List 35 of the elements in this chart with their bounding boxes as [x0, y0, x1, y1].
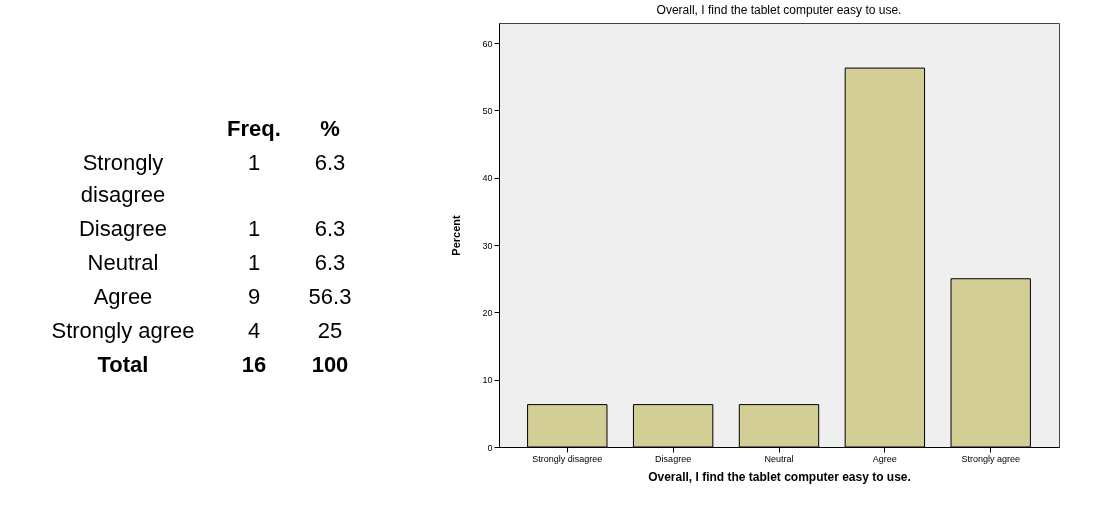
- y-tick-label: 30: [482, 240, 493, 251]
- text: Freq.: [226, 115, 282, 143]
- y-axis-title: Percent: [450, 214, 463, 256]
- x-axis-title: Overall, I find the tablet computer easy to use.: [648, 469, 911, 484]
- data-label: 6.3: [313, 149, 347, 177]
- y-tick-label: 40: [482, 173, 493, 184]
- data-label: 25: [316, 317, 344, 345]
- data-label: 4: [246, 317, 262, 345]
- category-label: Disagree: [77, 215, 168, 243]
- category-label: Strongly agree: [50, 317, 196, 345]
- y-tick-label: 50: [482, 105, 493, 116]
- data-label: 16: [240, 351, 268, 379]
- x-tick-label: Strongly disagree: [532, 453, 603, 464]
- data-label: 100: [310, 351, 350, 379]
- data-label: 6.3: [313, 215, 347, 243]
- x-tick-label: Disagree: [655, 453, 692, 464]
- data-label: 1: [246, 149, 262, 177]
- data-label: 6.3: [313, 249, 347, 277]
- y-tick-label: 10: [482, 375, 493, 386]
- y-tick-label: 0: [487, 442, 493, 453]
- x-tick-label: Strongly agree: [961, 453, 1020, 464]
- data-label: 1: [246, 215, 262, 243]
- text: %: [319, 115, 341, 143]
- category-label: Neutral: [86, 249, 160, 277]
- data-label: 1: [246, 249, 262, 277]
- data-label: 56.3: [307, 283, 353, 311]
- x-tick-label: Agree: [872, 453, 897, 464]
- category-label: Strongly disagree: [79, 149, 167, 209]
- x-tick-label: Neutral: [764, 453, 794, 464]
- category-label: Total: [96, 351, 150, 379]
- chart-title: Overall, I find the tablet computer easy to use.: [656, 3, 902, 17]
- y-tick-label: 20: [482, 307, 493, 318]
- category-label: Agree: [92, 283, 154, 311]
- data-label: 9: [246, 283, 262, 311]
- y-tick-label: 60: [482, 38, 493, 49]
